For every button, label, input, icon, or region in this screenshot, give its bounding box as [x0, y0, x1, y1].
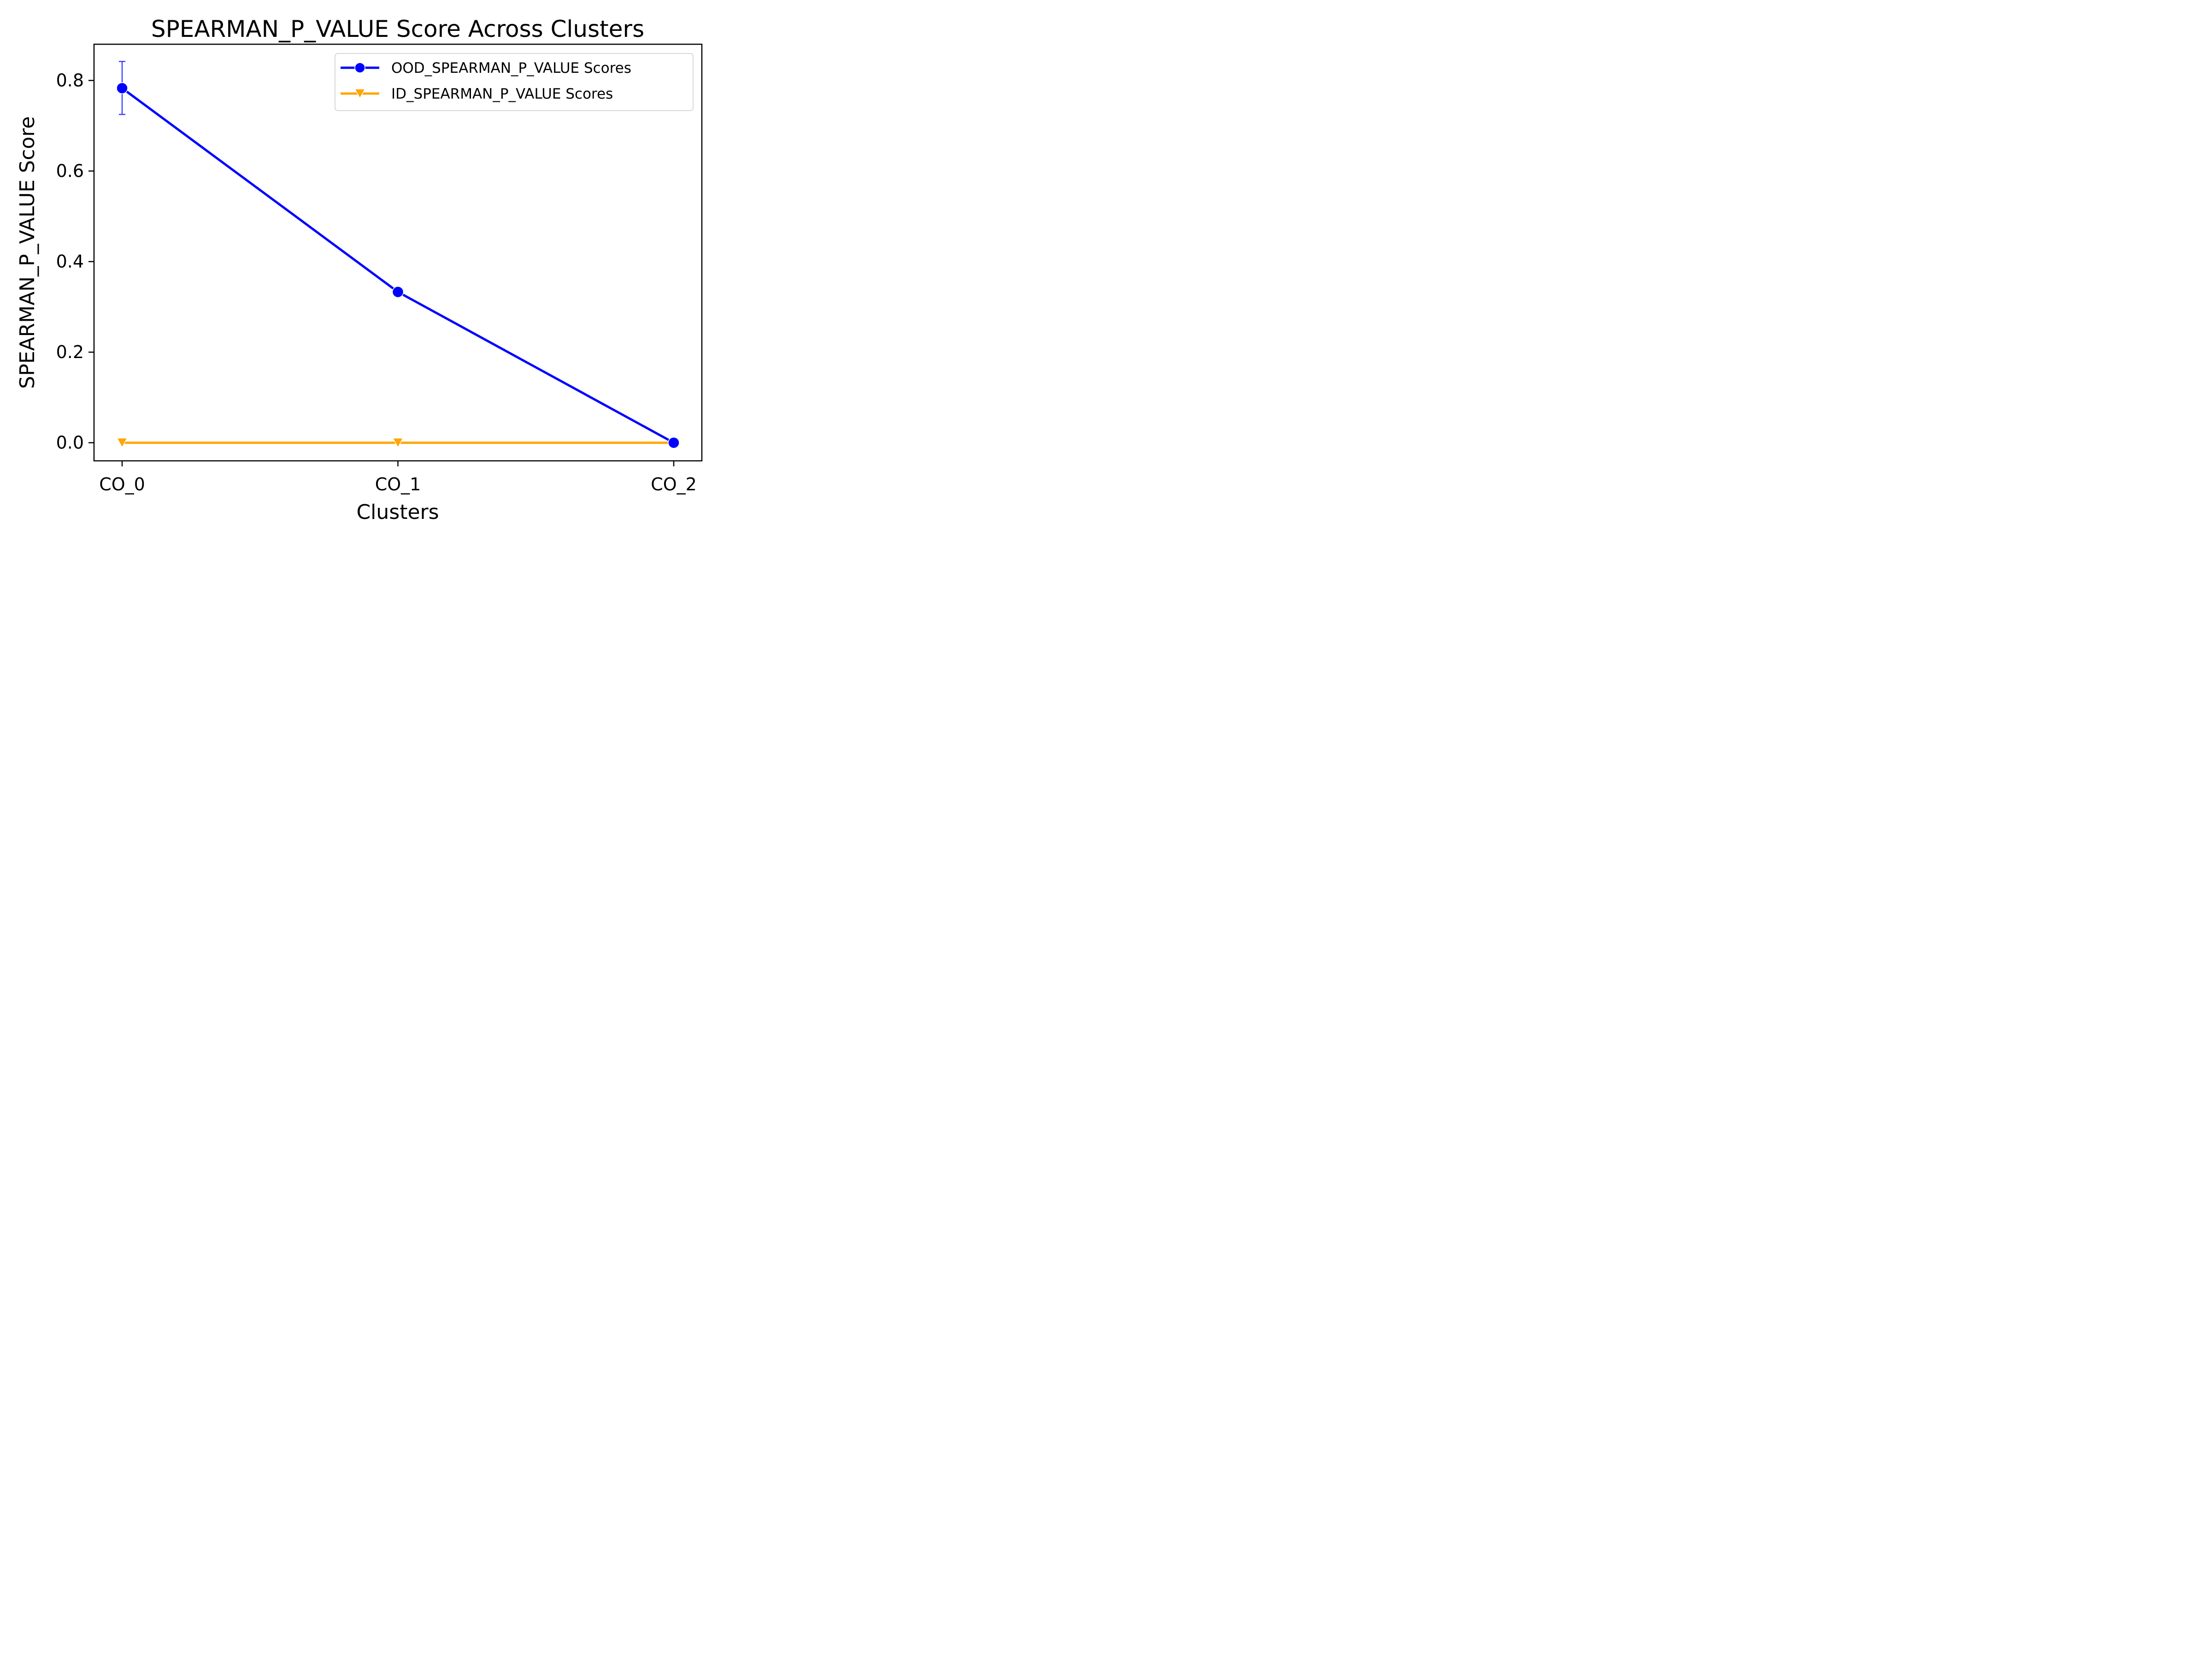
data-point [392, 286, 404, 298]
legend-label-id: ID_SPEARMAN_P_VALUE Scores [391, 86, 613, 102]
legend-marker-ood [354, 62, 365, 73]
x-tick-label: CO_0 [99, 474, 145, 494]
legend-label-ood: OOD_SPEARMAN_P_VALUE Scores [391, 60, 631, 76]
y-tick-label: 0.4 [56, 252, 84, 272]
y-tick-label: 0.6 [56, 161, 84, 181]
y-tick-label: 0.8 [56, 71, 84, 91]
legend-box [335, 53, 694, 111]
data-point [668, 436, 680, 449]
plot-area [116, 61, 680, 449]
y-axis-title: SPEARMAN_P_VALUE Score [16, 116, 39, 388]
series-ood [116, 61, 680, 449]
legend: OOD_SPEARMAN_P_VALUE Scores ID_SPEARMAN_… [335, 53, 694, 111]
y-axis: 0.0 0.2 0.4 0.6 0.8 [56, 71, 94, 453]
y-tick-label: 0.2 [56, 342, 84, 362]
x-axis: CO_0 CO_1 CO_2 [99, 461, 697, 494]
data-point [116, 437, 128, 448]
x-axis-title: Clusters [356, 500, 439, 524]
data-point [392, 437, 404, 448]
y-tick-label: 0.0 [56, 433, 84, 453]
x-tick-label: CO_2 [651, 474, 697, 494]
x-tick-label: CO_1 [375, 474, 421, 494]
data-point [116, 82, 128, 94]
line-chart: SPEARMAN_P_VALUE Score Across Clusters 0… [0, 0, 711, 534]
chart-title: SPEARMAN_P_VALUE Score Across Clusters [151, 16, 644, 42]
legend-marker-id [354, 88, 366, 99]
